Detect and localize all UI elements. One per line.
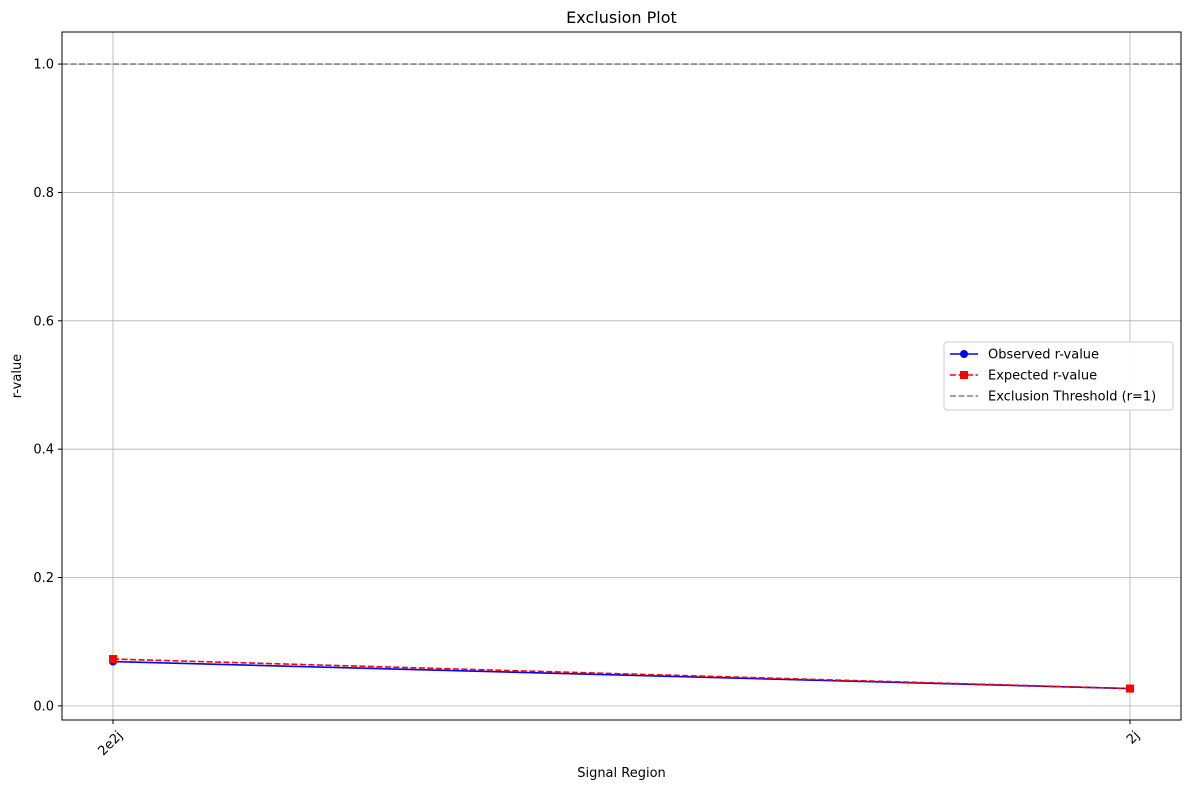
x-axis-label: Signal Region bbox=[577, 766, 666, 781]
x-tick-label: 2e2j bbox=[96, 728, 127, 759]
y-tick-label: 0.2 bbox=[33, 571, 54, 586]
data-point bbox=[1126, 684, 1134, 693]
y-axis-label: r-value bbox=[10, 354, 25, 398]
series-layer bbox=[109, 655, 1134, 693]
y-tick-label: 0.4 bbox=[33, 443, 54, 458]
y-tick-label: 0.0 bbox=[33, 699, 54, 714]
y-tick-label: 1.0 bbox=[33, 58, 54, 73]
legend: Observed r-value Expected r-value Exclusio… bbox=[943, 341, 1174, 411]
legend-label: Expected r-value bbox=[988, 369, 1097, 384]
legend-label: Observed r-value bbox=[988, 348, 1099, 363]
legend-label: Exclusion Threshold (r=1) bbox=[988, 390, 1156, 405]
legend-marker bbox=[960, 350, 968, 358]
legend-box bbox=[943, 341, 1174, 411]
x-tick-label: 2j bbox=[1124, 728, 1143, 747]
legend-marker bbox=[960, 371, 968, 379]
data-point bbox=[109, 655, 117, 664]
series-line-0 bbox=[112, 660, 1131, 690]
grid bbox=[62, 32, 1181, 720]
chart-title: Exclusion Plot bbox=[566, 8, 677, 27]
y-tick-label: 0.8 bbox=[33, 186, 54, 201]
plot-frame bbox=[61, 31, 1182, 721]
y-tick-label: 0.6 bbox=[33, 314, 54, 329]
